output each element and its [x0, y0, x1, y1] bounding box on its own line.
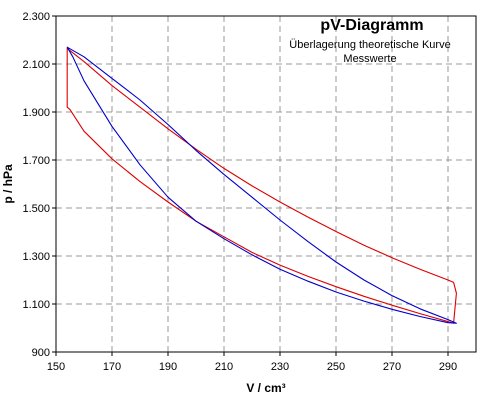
- grid-layer: [56, 16, 476, 352]
- x-tick-label: 210: [215, 361, 233, 373]
- y-tick-label: 2.300: [22, 11, 50, 23]
- y-tick-label: 1.700: [22, 155, 50, 167]
- x-axis-title: V / cm³: [246, 381, 285, 395]
- x-tick-label: 270: [383, 361, 401, 373]
- x-tick-label: 250: [327, 361, 345, 373]
- x-tick-label: 190: [159, 361, 177, 373]
- y-tick-label: 900: [32, 347, 50, 359]
- x-tick-label: 230: [271, 361, 289, 373]
- chart-subtitle-line-2: Messwerte: [343, 53, 396, 65]
- chart-subtitle-line-1: Überlagerung theoretische Kurve: [289, 39, 450, 51]
- series-line-1: [66, 47, 457, 324]
- plot-frame: [55, 15, 477, 353]
- x-tick-label: 170: [103, 361, 121, 373]
- series-layer: [66, 46, 457, 324]
- y-tick-label: 2.100: [22, 59, 50, 71]
- tick-layer: 900 1.100 1.300 1.500 1.700 1.900 2.100 2.300 15…: [22, 11, 457, 373]
- y-tick-label: 1.300: [22, 251, 50, 263]
- series-line-2: [66, 46, 457, 324]
- y-tick-label: 1.100: [22, 299, 50, 311]
- y-tick-label: 1.500: [22, 203, 50, 215]
- y-axis-title: p / hPa: [1, 164, 15, 204]
- x-tick-label: 150: [47, 361, 65, 373]
- chart-title: pV-Diagramm: [320, 17, 423, 34]
- x-tick-label: 290: [439, 361, 457, 373]
- y-tick-label: 1.900: [22, 107, 50, 119]
